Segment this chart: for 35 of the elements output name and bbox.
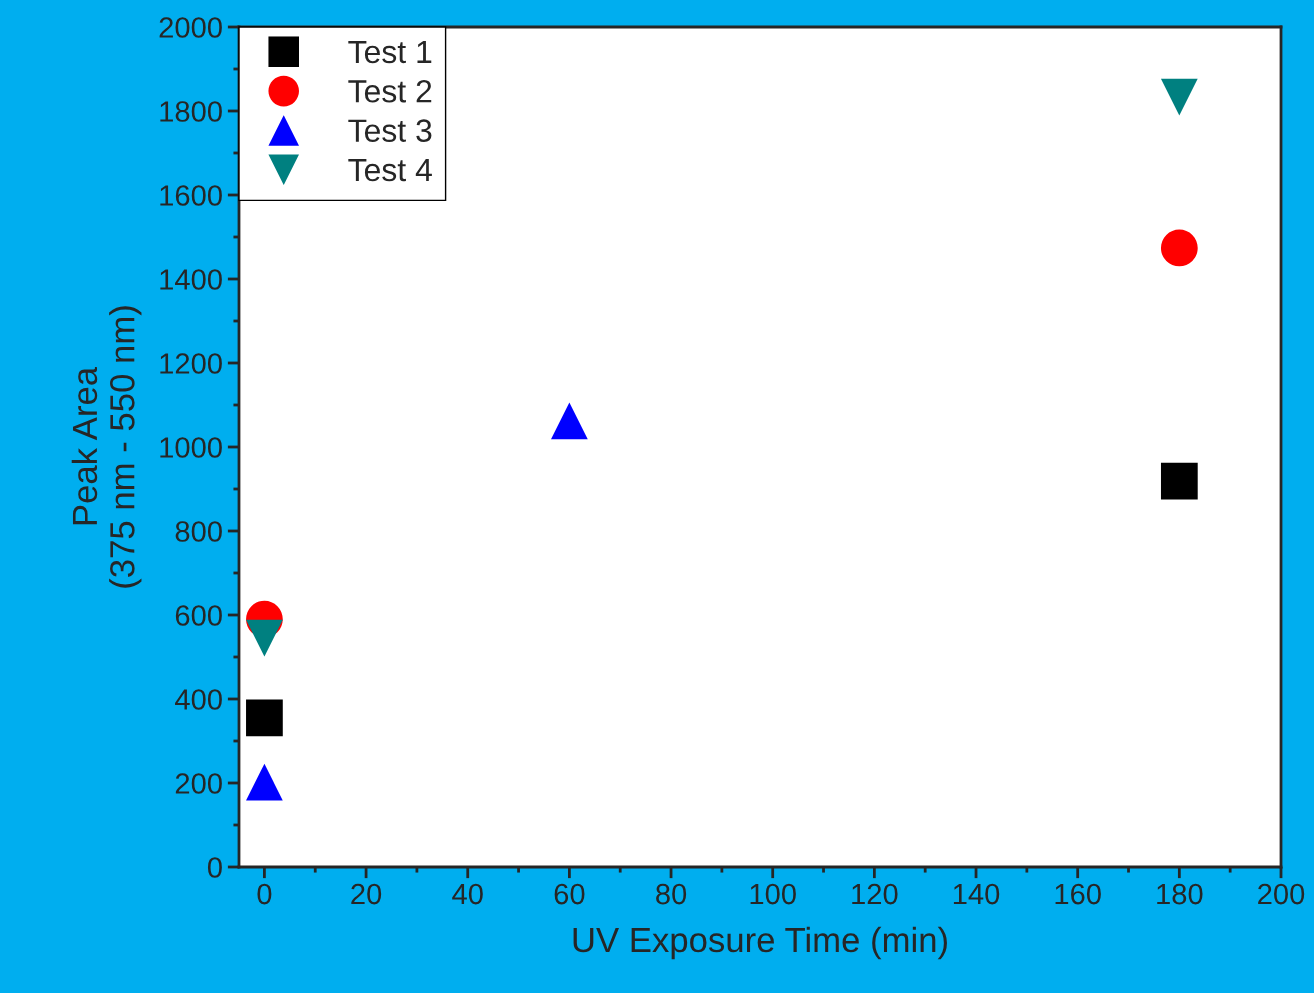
y-axis-title: Peak Area (375 nm - 550 nm) (71, 306, 142, 588)
legend-label: Test 4 (348, 159, 432, 182)
x-tick-label: 80 (656, 883, 687, 905)
x-tick-label: 60 (554, 883, 585, 905)
y-tick-label: 1600 (160, 185, 222, 206)
x-axis-title: UV Exposure Time (min) (573, 926, 947, 960)
y-tick-label: 800 (175, 521, 222, 542)
x-tick-label: 120 (852, 883, 898, 905)
y-tick-label: 1800 (160, 101, 222, 122)
point (246, 619, 283, 657)
x-tick-label: 160 (1055, 883, 1101, 905)
legend-label: Test 2 (348, 79, 432, 103)
point (246, 699, 283, 737)
legend-label: Test 1 (348, 40, 432, 64)
point (1160, 229, 1198, 267)
point (1160, 78, 1198, 116)
x-tick-label: 100 (750, 883, 796, 905)
y-tick-label: 1200 (160, 353, 222, 374)
y-tick-label: 400 (175, 689, 222, 710)
x-tick-label: 0 (257, 883, 272, 905)
x-tick-label: 40 (452, 883, 483, 905)
x-tick-label: 20 (351, 883, 382, 905)
point (551, 402, 588, 440)
x-tick-label: 200 (1258, 883, 1305, 905)
y-tick-label: 1000 (160, 437, 222, 458)
point (1160, 462, 1198, 500)
y-tick-label: 600 (175, 605, 222, 626)
y-tick-label: 0 (207, 857, 222, 878)
x-tick-label: 180 (1157, 883, 1203, 905)
y-tick-label: 1400 (160, 269, 222, 290)
legend-label: Test 3 (348, 119, 432, 142)
y-tick-label: 200 (175, 773, 222, 794)
y-tick-label: 2000 (159, 17, 222, 38)
x-tick-label: 140 (953, 883, 1000, 905)
point (246, 763, 283, 801)
